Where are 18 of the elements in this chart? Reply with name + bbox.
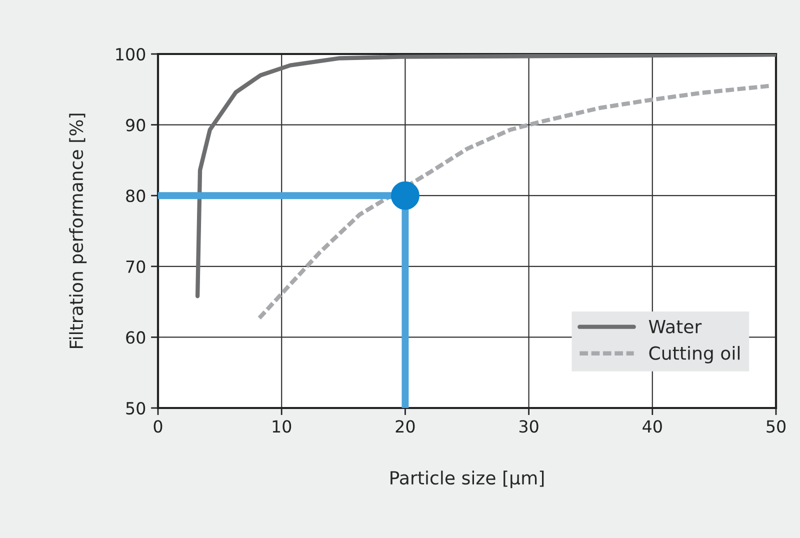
x-tick-label: 20 bbox=[396, 420, 415, 433]
y-tick-label: 90 bbox=[126, 118, 146, 132]
line-series bbox=[257, 84, 772, 320]
y-tick-label: 80 bbox=[126, 190, 146, 202]
legend-label: Water bbox=[648, 320, 702, 334]
y-tick-label: 50 bbox=[126, 402, 146, 415]
x-tick-label: 0 bbox=[154, 420, 162, 433]
x-tick-label: 40 bbox=[642, 420, 662, 433]
x-tick-label: 50 bbox=[766, 420, 786, 433]
x-tick-label: 10 bbox=[272, 420, 292, 433]
x-tick-label: 30 bbox=[519, 420, 538, 433]
y-tick-label: 70 bbox=[126, 260, 146, 273]
legend-label: Cutting oil bbox=[649, 346, 740, 364]
y-axis-title: Filtration performance [%] bbox=[69, 114, 87, 348]
line-series bbox=[195, 54, 776, 298]
y-tick-label: 60 bbox=[126, 331, 146, 344]
x-axis-title: Particle size [µm] bbox=[390, 470, 544, 488]
y-tick-label: 100 bbox=[116, 48, 146, 61]
